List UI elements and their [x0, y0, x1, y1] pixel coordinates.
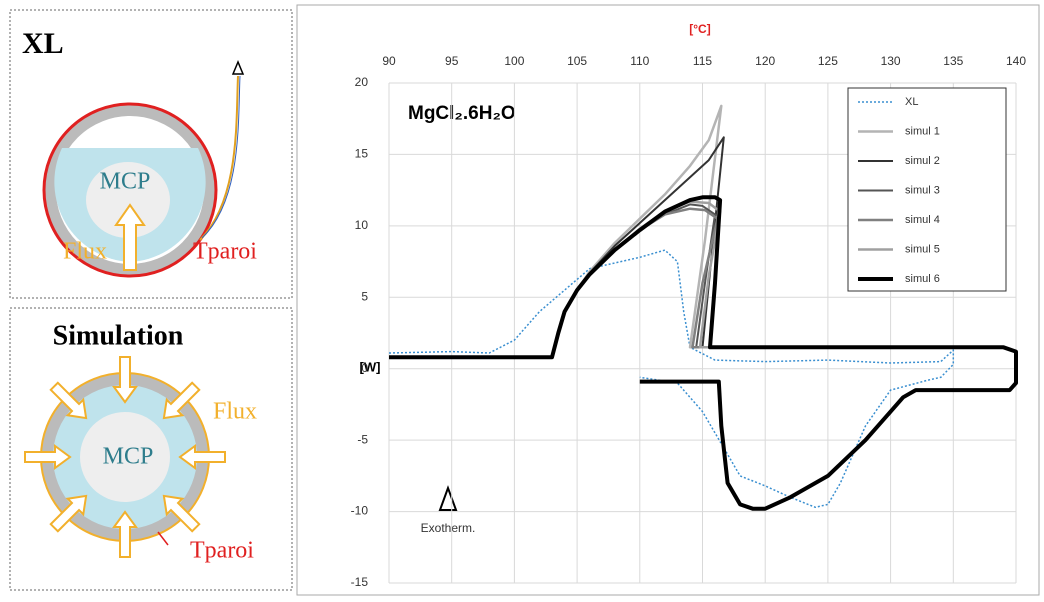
series-line	[389, 195, 1018, 511]
flux-label: Flux	[63, 239, 107, 265]
core-label: MCP	[103, 444, 154, 470]
legend-label: simul 3	[905, 184, 940, 196]
x-tick-label: 115	[693, 54, 712, 68]
flux-arrow	[162, 494, 201, 533]
y-tick-label: -10	[351, 504, 369, 518]
panel-frame	[9, 307, 293, 591]
plot: 90 95 100 105 110 115 120 125 130 135 140-15-10-50…	[351, 54, 1027, 589]
legend-label: simul 5	[905, 243, 940, 255]
flux-arrow	[162, 381, 201, 420]
flux-arrow	[114, 203, 146, 271]
x-tick-label: 95	[445, 54, 459, 68]
flux-arrow	[49, 494, 88, 533]
legend-label: simul 1	[905, 125, 940, 137]
y-axis-label: [W]	[360, 359, 381, 374]
legend-label: simul 2	[905, 155, 940, 167]
wire	[201, 75, 241, 239]
y-tick-label: 15	[355, 147, 369, 161]
x-tick-label: 110	[630, 54, 649, 68]
legend-label: simul 4	[905, 214, 940, 226]
y-tick-label: -5	[357, 432, 368, 446]
y-tick-label: 5	[361, 289, 368, 303]
x-tick-label: 90	[382, 54, 396, 68]
wire	[199, 75, 239, 241]
flux-arrow	[178, 444, 226, 470]
x-tick-label: 130	[881, 54, 901, 68]
annotation: MgCl₂.6H₂O	[408, 103, 516, 124]
x-tick-label: 120	[755, 54, 775, 68]
core	[86, 162, 170, 238]
x-tick-label: 125	[818, 54, 838, 68]
wall-label: Tparoi	[190, 538, 254, 564]
connector	[231, 60, 245, 75]
series-line	[388, 249, 955, 509]
core	[80, 412, 170, 502]
flux-label: Flux	[213, 399, 257, 425]
pointer	[157, 531, 169, 546]
panel-title: Simulation	[53, 320, 184, 351]
flux-arrow	[112, 356, 138, 404]
flux-arrow	[112, 510, 138, 558]
x-axis-label: [°C]	[689, 22, 710, 36]
flux-arrow	[49, 381, 88, 420]
y-tick-label: 10	[355, 218, 369, 232]
panel-title: XL	[22, 27, 64, 60]
core-label: MCP	[100, 169, 151, 195]
legend-label: XL	[905, 96, 918, 108]
y-tick-label: -15	[351, 575, 369, 589]
heater	[42, 102, 218, 278]
x-tick-label: 100	[504, 54, 524, 68]
legend-label: simul 6	[905, 273, 940, 285]
x-tick-label: 140	[1006, 54, 1026, 68]
x-tick-label: 135	[943, 54, 963, 68]
panel-frame	[9, 9, 293, 299]
flux-arrow	[24, 444, 72, 470]
note: Exotherm.	[421, 521, 476, 535]
x-tick-label: 105	[567, 54, 587, 68]
y-tick-label: 20	[355, 75, 369, 89]
flux-arrows	[24, 356, 226, 558]
wall-label: Tparoi	[193, 239, 257, 265]
y-tick-label: 0	[361, 361, 368, 375]
